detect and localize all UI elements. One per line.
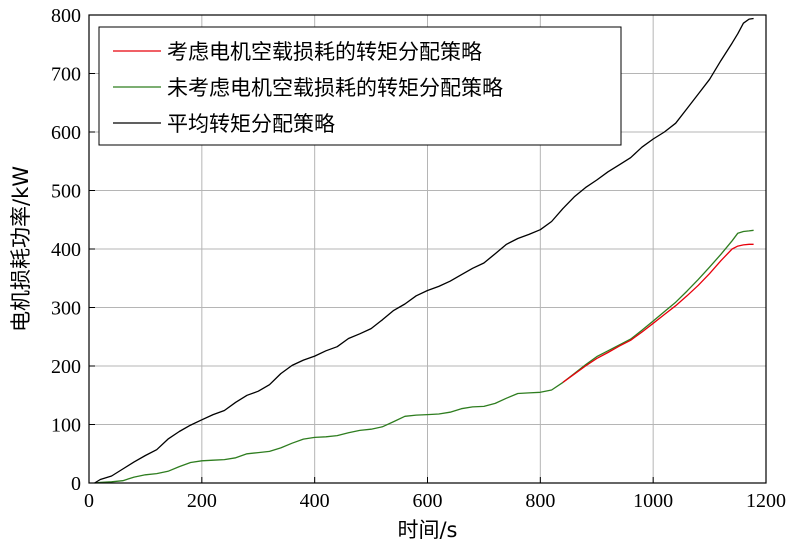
axis-ticks [88,14,767,484]
x-tick-label: 1200 [746,490,786,512]
series-line-average-torque [94,17,754,484]
series-lines [94,17,754,484]
y-tick-label: 300 [51,298,81,320]
y-tick-label: 500 [51,181,81,203]
x-tick-label: 200 [187,490,217,512]
y-axis-title: 电机损耗功率/kW [9,166,33,332]
y-tick-label: 800 [51,5,81,27]
legend-label-not-considered-noload: 未考虑电机空载损耗的转矩分配策略 [167,76,503,100]
legend-label-average-torque: 平均转矩分配策略 [167,112,335,136]
y-tick-label: 700 [51,64,81,86]
series-line-not-considered-noload [94,229,754,484]
legend-label-considered-noload: 考虑电机空载损耗的转矩分配策略 [167,40,482,64]
x-tick-label: 1000 [633,490,673,512]
y-tick-label: 0 [71,473,81,495]
tick-labels: 0 200 400 600 800 1000 1200 0 100 200 300 400 500 600… [51,5,786,512]
x-tick-label: 0 [84,490,94,512]
x-tick-label: 800 [525,490,555,512]
x-tick-label: 600 [413,490,443,512]
legend-box [98,26,622,146]
y-tick-label: 100 [51,415,81,437]
y-tick-label: 400 [51,239,81,261]
x-axis-title: 时间/s [397,518,457,542]
x-tick-label: 400 [300,490,330,512]
series-line-considered-noload [562,243,754,383]
y-tick-label: 600 [51,122,81,144]
y-tick-label: 200 [51,356,81,378]
legend: 考虑电机空载损耗的转矩分配策略 未考虑电机空载损耗的转矩分配策略 平均转矩分配策… [98,26,622,146]
